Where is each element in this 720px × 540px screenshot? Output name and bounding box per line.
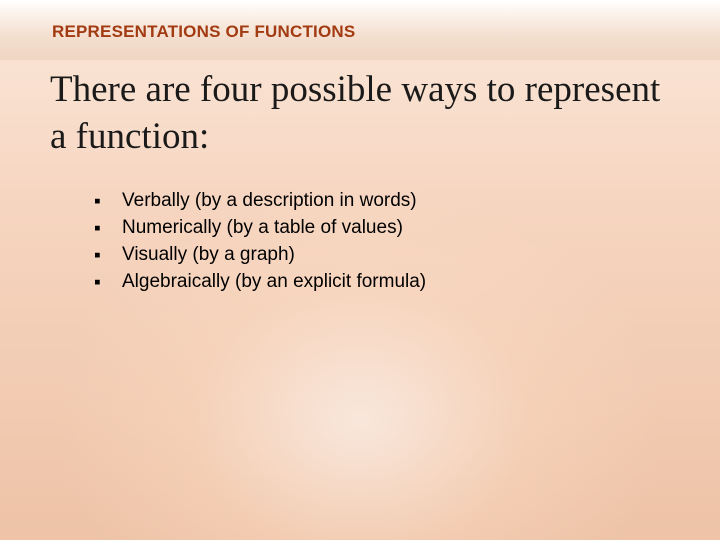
bullet-list: Verbally (by a description in words) Num… [94,188,660,296]
title-band: REPRESENTATIONS OF FUNCTIONS [0,0,720,60]
bullet-text: Numerically (by a table of values) [122,217,403,238]
bullet-text: Verbally (by a description in words) [122,190,417,211]
bullet-list-area: Verbally (by a description in words) Num… [94,188,660,296]
list-item: Visually (by a graph) [94,242,660,269]
list-item: Algebraically (by an explicit formula) [94,269,660,296]
section-title: REPRESENTATIONS OF FUNCTIONS [52,22,720,42]
list-item: Numerically (by a table of values) [94,215,660,242]
bullet-text: Algebraically (by an explicit formula) [122,271,426,292]
headline: There are four possible ways to represen… [50,66,680,161]
slide: REPRESENTATIONS OF FUNCTIONS There are f… [0,0,720,540]
list-item: Verbally (by a description in words) [94,188,660,215]
bullet-text: Visually (by a graph) [122,244,295,265]
headline-area: There are four possible ways to represen… [50,66,680,161]
